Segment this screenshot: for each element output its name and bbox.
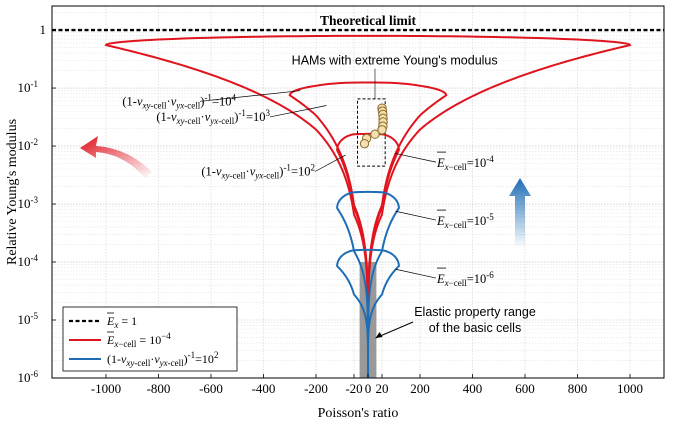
x-tick-label-6: 0	[365, 381, 372, 396]
x-tick-label-1: -800	[147, 381, 171, 396]
red-loop-label-1: (1-vxy-cell·vyx-cell)-1=103	[156, 108, 270, 126]
y-tick-label-4: 10-4	[18, 253, 39, 269]
x-tick-label-0: -1000	[91, 381, 121, 396]
x-tick-label-9: 400	[463, 381, 483, 396]
x-tick-label-12: 1000	[617, 381, 643, 396]
x-tick-label-7: 20	[376, 381, 389, 396]
legend-label-limit: Ex = 1	[106, 314, 137, 330]
x-tick-label-4: -200	[304, 381, 328, 396]
red-label-leader-2	[314, 154, 346, 172]
y-tick-label-6: 10-6	[18, 369, 39, 385]
y-tick-label-5: 10-5	[18, 311, 39, 327]
red-label-leader-1	[269, 105, 327, 118]
ham-point-7	[370, 129, 380, 139]
blue-trend-arrow	[509, 178, 531, 248]
e-leader-blue-1	[395, 268, 437, 279]
legend-label-red: Ex−cell = 10−4	[106, 331, 171, 349]
blue-loop-0	[336, 190, 400, 378]
x-tick-label-5: -20	[345, 381, 362, 396]
e-leader-blue-0	[395, 210, 437, 221]
y-tick-label-1: 10-1	[18, 79, 39, 95]
ham-point-6	[377, 125, 387, 135]
e-label-red: Ex−cell=10-4	[436, 154, 494, 172]
hams-label: HAMs with extreme Young's modulus	[292, 54, 498, 68]
plot-area	[52, 28, 664, 378]
red-trend-arrow	[80, 136, 152, 178]
theoretical-limit-label: Theoretical limit	[320, 13, 417, 28]
legend: Ex = 1 Ex−cell = 10−4 (1-vxy-cell·vyx-ce…	[62, 306, 238, 372]
e-label-blue-1: Ex−cell=10-6	[436, 270, 494, 288]
x-tick-label-10: 600	[515, 381, 535, 396]
annotations: Theoretical limit HAMs with extreme Young…	[122, 13, 536, 339]
red-loop-2	[336, 132, 400, 378]
elastic-range-label-1: Elastic property range	[414, 305, 536, 319]
blue-loop-1	[336, 248, 400, 378]
elastic-range-label-2: of the basic cells	[429, 321, 521, 335]
x-axis-label: Poisson's ratio	[318, 406, 399, 421]
y-tick-label-2: 10-2	[18, 137, 39, 153]
red-label-leader-0	[199, 90, 301, 102]
axes-frame	[51, 5, 665, 379]
e-label-blue-0: Ex−cell=10-5	[436, 212, 494, 230]
red-loop-label-2: (1-vxy-cell·vyx-cell)-1=102	[201, 162, 315, 180]
elastic-range-arrowhead	[375, 332, 383, 338]
axis-ticks: -1000 -800 -600 -400 -200 -20 0 20 200 400 600 800 1…	[18, 22, 644, 396]
y-tick-label-3: 10-3	[18, 195, 39, 211]
y-axis-label: Relative Young's modulus	[5, 119, 20, 265]
ham-point-9	[359, 138, 370, 149]
x-tick-label-8: 200	[410, 381, 430, 396]
x-tick-label-2: -600	[199, 381, 223, 396]
elastic-range-arrow	[375, 321, 414, 339]
x-tick-label-11: 800	[568, 381, 588, 396]
red-loop-label-0: (1-vxy-cell·vyx-cell)-1=104	[122, 92, 236, 110]
y-tick-label-0: 1	[40, 22, 47, 37]
e-leader-red	[394, 152, 437, 163]
x-tick-label-3: -400	[252, 381, 276, 396]
